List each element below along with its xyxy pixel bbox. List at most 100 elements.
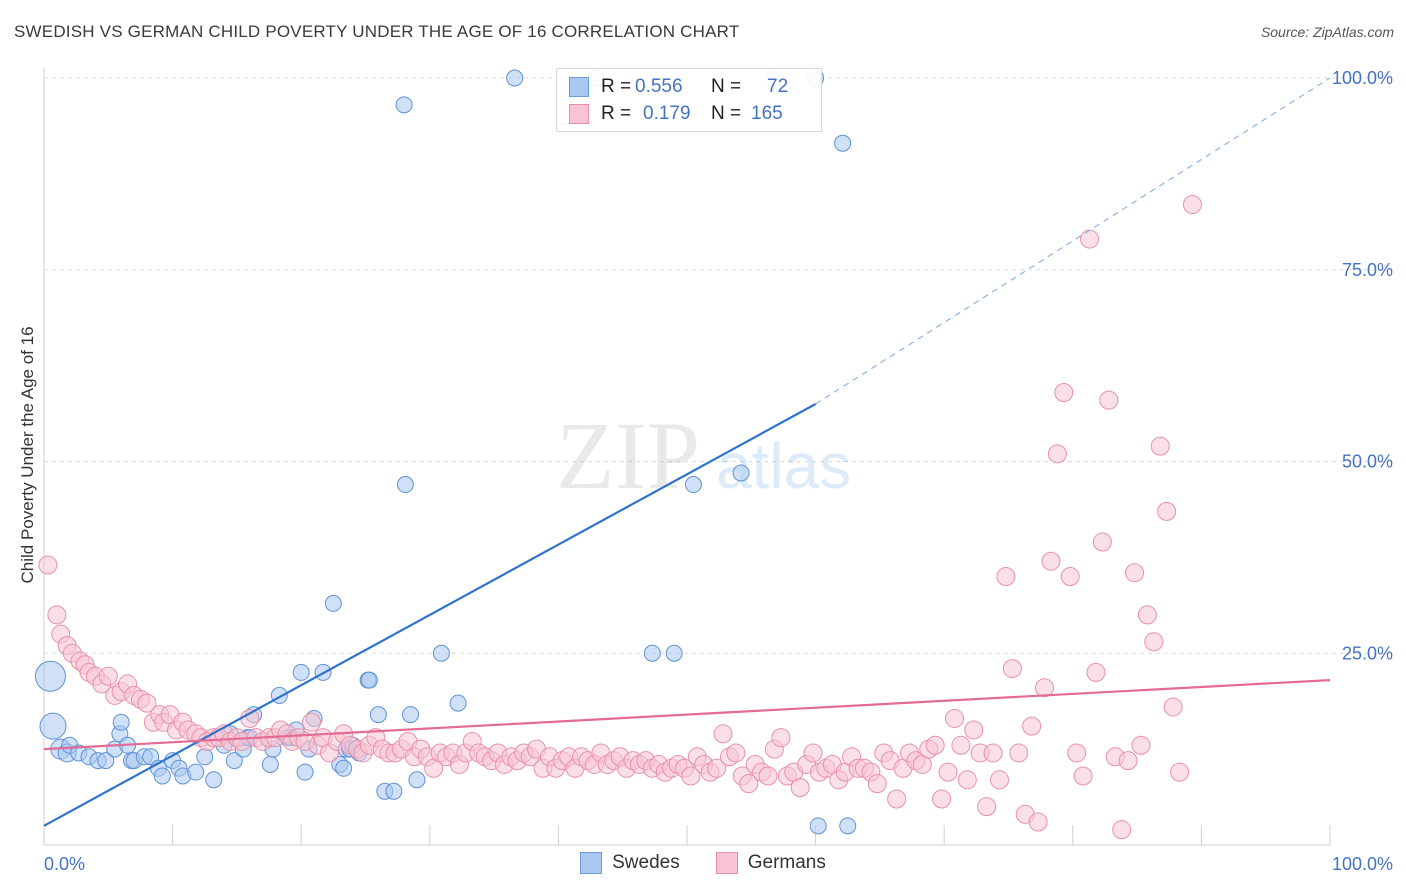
point-germans [1118, 751, 1138, 771]
y-tick-label: 50.0% [1342, 452, 1393, 472]
point-swedes [396, 476, 414, 494]
x-tick-label: 100.0% [1332, 854, 1393, 874]
point-swedes [839, 817, 857, 835]
point-germans [887, 789, 907, 809]
point-swedes [432, 644, 450, 662]
point-germans [1067, 743, 1087, 763]
point-swedes [39, 712, 67, 740]
point-swedes [732, 464, 750, 482]
point-germans [1157, 501, 1177, 521]
legend-swatch-swedes [580, 852, 603, 874]
point-swedes [196, 748, 214, 766]
point-swedes [205, 771, 223, 789]
y-tick-label: 75.0% [1342, 260, 1393, 280]
point-germans [739, 774, 759, 794]
point-swedes [153, 767, 171, 785]
point-germans [1060, 567, 1080, 587]
point-germans [1022, 716, 1042, 736]
point-germans [1054, 382, 1074, 402]
trend-lines [43, 77, 1331, 827]
legend-r-label: R = [601, 103, 632, 124]
point-germans [932, 789, 952, 809]
point-germans [964, 720, 984, 740]
point-germans [1099, 390, 1119, 410]
point-germans [1041, 551, 1061, 571]
legend-item-germans[interactable]: Germans [715, 852, 826, 874]
point-germans [1073, 766, 1093, 786]
legend-r-label: R = [601, 76, 632, 97]
legend-n-label: N = [711, 76, 742, 97]
trend-line-swedes [43, 403, 817, 827]
point-germans [758, 766, 778, 786]
point-germans [1009, 743, 1029, 763]
legend-row-swedes: R = 0.556 N = 72 [569, 75, 788, 99]
point-germans [137, 693, 157, 713]
point-swedes [665, 644, 683, 662]
legend-item-swedes[interactable]: Swedes [580, 852, 680, 874]
point-swedes [34, 660, 66, 692]
point-germans [98, 666, 118, 686]
point-germans [983, 743, 1003, 763]
point-germans [1080, 229, 1100, 249]
legend-n-label: N = [711, 103, 742, 124]
point-swedes [449, 694, 467, 712]
point-germans [1002, 659, 1022, 679]
y-tick-label: 100.0% [1332, 68, 1393, 88]
point-germans [726, 743, 746, 763]
point-germans [989, 770, 1009, 790]
point-germans [301, 712, 321, 732]
trend-line-germans [43, 678, 1331, 751]
point-germans [1047, 444, 1067, 464]
point-swedes [506, 69, 524, 87]
legend-swatch-germans [569, 104, 589, 124]
point-swedes [684, 476, 702, 494]
point-germans [1035, 678, 1055, 698]
point-germans [1163, 697, 1183, 717]
tick-labels: 25.0% 50.0% 75.0% 100.0% 0.0% 100.0% [44, 68, 1393, 874]
point-swedes [360, 671, 378, 689]
point-germans [47, 605, 67, 625]
point-germans [1144, 632, 1164, 652]
point-germans [38, 555, 58, 575]
chart-title: SWEDISH VS GERMAN CHILD POVERTY UNDER TH… [14, 22, 740, 41]
point-germans [771, 728, 791, 748]
point-swedes [385, 782, 403, 800]
point-swedes [335, 759, 353, 777]
point-germans [938, 762, 958, 782]
legend-label-swedes: Swedes [612, 852, 680, 873]
series-legend: Swedes Germans [0, 852, 1406, 874]
point-germans [1112, 820, 1132, 840]
point-germans [944, 708, 964, 728]
watermark-zip: ZIP [556, 402, 700, 509]
point-germans [951, 735, 971, 755]
legend-n-value: 165 [751, 103, 783, 124]
point-germans [790, 777, 810, 797]
chart-source: Source: ZipAtlas.com [1260, 24, 1394, 40]
series-germans-points [38, 195, 1202, 840]
point-germans [803, 743, 823, 763]
point-germans [957, 770, 977, 790]
stats-legend: R = 0.556 N = 72 R = 0.179 N = 165 [556, 68, 822, 132]
point-swedes [261, 755, 279, 773]
trend-line-swedes-extension [815, 77, 1331, 405]
point-swedes [292, 663, 310, 681]
point-germans [713, 724, 733, 744]
x-tick-label: 0.0% [44, 854, 85, 874]
point-germans [867, 774, 887, 794]
point-swedes [187, 763, 205, 781]
legend-r-value: 0.179 [643, 103, 691, 124]
point-germans [1182, 195, 1202, 215]
legend-r-value: 0.556 [635, 76, 683, 97]
point-swedes [809, 817, 827, 835]
axes [43, 68, 1331, 846]
point-swedes [369, 706, 387, 724]
legend-swatch-germans [715, 852, 738, 874]
point-germans [977, 797, 997, 817]
point-germans [925, 735, 945, 755]
legend-n-value: 72 [767, 76, 789, 97]
point-germans [996, 567, 1016, 587]
watermark: ZIP atlas [556, 402, 851, 509]
legend-row-germans: R = 0.179 N = 165 [569, 102, 783, 126]
point-germans [1137, 605, 1157, 625]
